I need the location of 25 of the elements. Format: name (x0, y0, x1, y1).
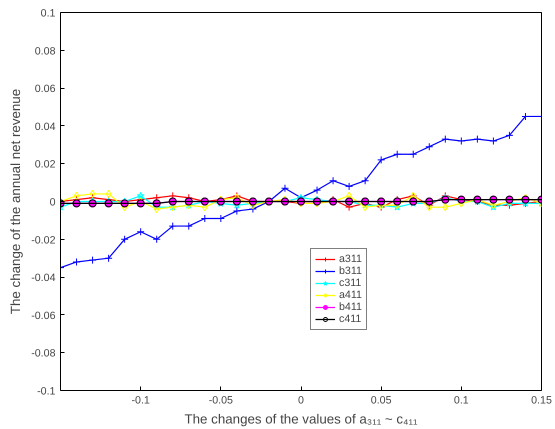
y-tick-label: -0.08 (31, 348, 56, 360)
legend-label: a411 (339, 289, 362, 301)
legend-label: b411 (339, 301, 362, 313)
y-tick-label: -0.04 (31, 272, 56, 284)
x-tick-label: 0.1 (454, 394, 469, 406)
y-tick-label: 0.04 (34, 120, 56, 133)
x-tick-label: -0.1 (131, 394, 150, 406)
legend-label: c311 (339, 277, 362, 289)
x-tick-label: -0.05 (208, 394, 234, 406)
y-tick-label: -0.02 (31, 234, 56, 246)
x-axis-title: The changes of the values of a₃₁₁ ~ c₄₁₁ (184, 412, 418, 426)
y-tick-label: 0.1 (40, 8, 56, 20)
y-tick-label: -0.1 (37, 386, 56, 398)
y-tick-label: 0.02 (34, 158, 56, 171)
legend-label: a311 (339, 253, 362, 265)
x-tick-label: 0.15 (531, 394, 552, 406)
y-tick-label: -0.06 (31, 310, 56, 322)
y-tick-label: 0.06 (34, 83, 56, 96)
y-tick-label: 0 (50, 196, 56, 208)
x-tick-label: 0.05 (370, 394, 392, 406)
legend-label: c411 (339, 313, 362, 325)
x-tick-label: 0 (298, 394, 304, 406)
y-axis-title: The change of the annual net revenue (8, 88, 24, 314)
y-tick-label: 0.08 (34, 45, 56, 58)
legend-label: b311 (339, 265, 362, 277)
